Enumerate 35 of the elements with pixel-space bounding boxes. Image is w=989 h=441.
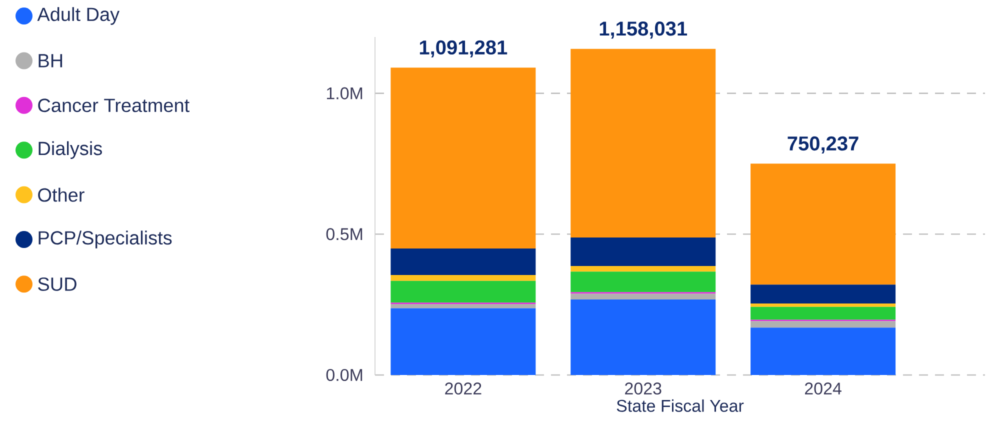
total-label: 1,091,281 [420,40,508,58]
bar [390,308,536,375]
bar [750,306,896,320]
bar [570,300,716,375]
legend-label: Cancer Treatment [38,98,190,112]
total-label: 1,158,031 [600,22,688,39]
bar [750,321,896,328]
legend-label: PCP/Specialists [38,230,172,248]
legend-label: Dialysis [38,141,102,159]
bar [750,328,896,375]
legend-label: SUD [38,277,76,291]
x-axis-title: State Fiscal Year [616,399,744,412]
legend-label: Adult Day [37,7,120,25]
legend-label: BH [38,54,62,68]
bar [570,238,716,266]
y-tick-label: 0.0M [326,368,362,382]
x-tick-label: 2023 [625,382,662,395]
x-tick-label: 2024 [805,382,842,395]
bar [570,48,716,238]
x-tick-label: 2022 [445,382,482,395]
bar [390,304,536,308]
y-tick-label: 0.5M [326,228,362,240]
bar [390,68,536,249]
bar [750,303,896,307]
y-tick-label: 1.0M [326,87,362,100]
bar [750,284,896,304]
bar [570,272,716,292]
bar [390,274,536,281]
bar [570,266,716,272]
bar [390,280,536,303]
legend-label: Other [38,188,84,202]
bar [390,248,536,275]
bar [750,164,896,285]
total-label: 750,237 [788,136,858,154]
bar [570,294,716,300]
